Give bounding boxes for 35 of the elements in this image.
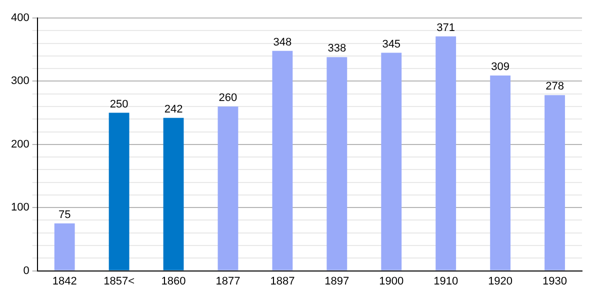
y-tick-label: 0 (23, 264, 30, 277)
y-tick-label: 200 (10, 138, 30, 150)
data-label: 75 (58, 208, 71, 221)
bar (436, 36, 456, 270)
data-label: 278 (546, 80, 564, 93)
y-tick-label: 100 (10, 202, 30, 214)
x-tick-label: 1910 (434, 275, 458, 288)
bar (108, 112, 130, 270)
x-tick-label: 1877 (216, 275, 240, 288)
bar (272, 50, 293, 270)
x-tick-label: 1900 (379, 275, 404, 288)
data-label: 348 (273, 36, 292, 48)
data-label: 345 (382, 38, 401, 50)
x-tick-label: 1897 (324, 275, 350, 288)
x-tick-label: 1887 (270, 275, 295, 288)
bar (544, 95, 565, 270)
y-tick-label: 400 (10, 12, 30, 24)
data-label: 371 (436, 22, 456, 34)
y-tick-label: 300 (10, 75, 30, 88)
bar (54, 223, 75, 270)
bar (381, 52, 402, 270)
x-tick-label: 1860 (161, 275, 186, 288)
data-label: 242 (164, 103, 183, 116)
data-label: 338 (328, 42, 346, 55)
x-tick-label: 1842 (52, 275, 77, 288)
data-label: 250 (110, 98, 128, 110)
data-label: 260 (218, 92, 238, 104)
data-label: 309 (491, 61, 510, 74)
bar (326, 57, 348, 270)
bar (163, 118, 184, 270)
bar (218, 106, 238, 270)
x-tick-label: 1930 (542, 275, 568, 288)
bar (490, 76, 511, 270)
x-tick-label: 1857< (104, 275, 135, 288)
x-tick-label: 1920 (488, 275, 513, 288)
